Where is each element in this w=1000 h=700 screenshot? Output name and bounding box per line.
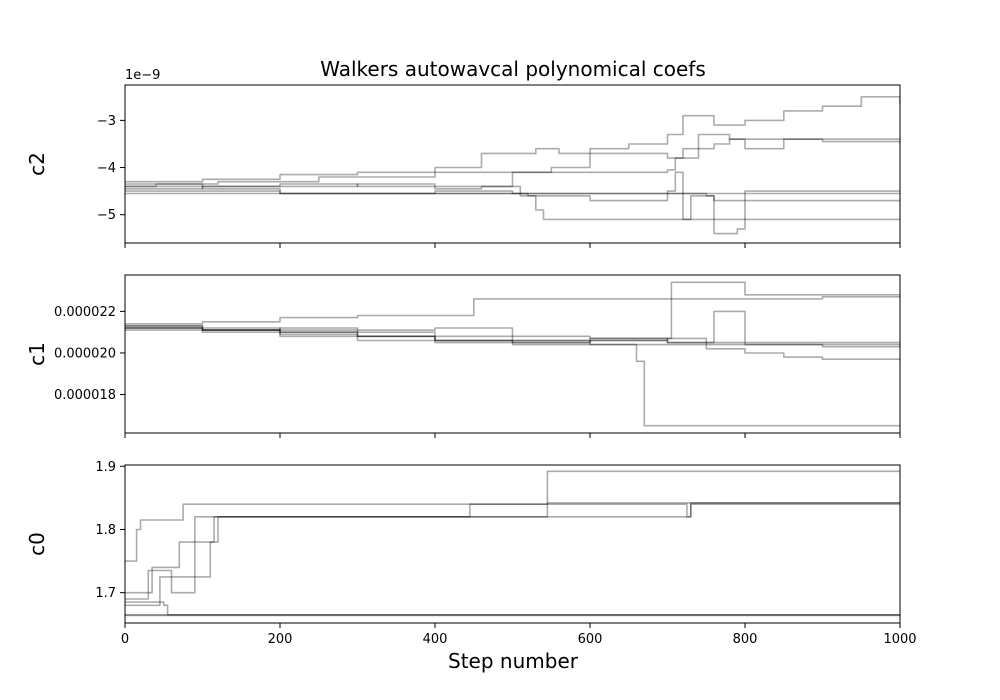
c2-walker-line-3 <box>125 138 900 190</box>
c1-walker-line-3 <box>125 310 900 344</box>
c1-walker-line-6 <box>125 327 900 427</box>
c2-y-tick-label: −3 <box>97 114 116 129</box>
panel-c1: 0.000018 0.000020 0.000022 c1 <box>25 274 901 438</box>
c1-walker-line-2 <box>125 281 900 340</box>
c0-y-tick-label: 1.8 <box>95 523 116 538</box>
c1-series-group <box>125 281 900 427</box>
c1-walker-line-7 <box>125 325 900 362</box>
c0-walker-line-5 <box>125 601 900 616</box>
c2-y-tick-label: −4 <box>97 161 116 176</box>
c2-plot-frame <box>124 84 901 244</box>
c0-y-tick-label: 1.7 <box>95 586 116 601</box>
c2-walker-line-1 <box>125 96 900 188</box>
figure-title: Walkers autowavcal polynomical coefs <box>320 57 706 81</box>
c2-walker-line-5 <box>125 185 900 235</box>
c2-y-tick-label: −5 <box>97 208 116 223</box>
c2-walker-line-4 <box>125 171 900 221</box>
c0-x-tick-label: 400 <box>423 632 448 647</box>
c0-x-tick-label: 600 <box>578 632 603 647</box>
c0-y-axis-title: c0 <box>25 532 49 556</box>
c2-axis-offset-label: 1e−9 <box>125 68 160 83</box>
c0-x-tick-label: 200 <box>268 632 293 647</box>
c0-y-tick-label: 1.9 <box>95 460 116 475</box>
c1-y-tick-label: 0.000018 <box>54 388 116 403</box>
c1-y-axis-title: c1 <box>25 342 49 366</box>
panel-c0: 0 200 400 600 800 1000 1.7 1.8 1.9 c0 <box>25 460 917 647</box>
c0-series-group <box>125 470 900 617</box>
c0-walker-line-1 <box>125 470 900 562</box>
c1-y-tick-label: 0.000022 <box>54 305 116 320</box>
c2-series-group <box>125 96 900 235</box>
c0-plot-frame <box>124 464 901 624</box>
c0-walker-line-3 <box>125 502 900 600</box>
c1-walker-line-5 <box>125 329 900 346</box>
panel-c2: −5 −4 −3 c2 1e−9 <box>25 68 901 248</box>
c0-x-tick-label: 800 <box>733 632 758 647</box>
c1-plot-frame <box>124 274 901 434</box>
c1-y-tick-label: 0.000020 <box>54 346 116 361</box>
c0-walker-line-2 <box>125 503 900 594</box>
c1-walker-line-1 <box>125 296 900 325</box>
c2-walker-line-6 <box>125 190 900 221</box>
c1-walker-line-4 <box>125 327 900 348</box>
x-axis-title: Step number <box>448 649 579 673</box>
c0-walker-line-4 <box>125 502 900 607</box>
c2-y-axis-title: c2 <box>25 152 49 176</box>
c0-x-tick-label: 0 <box>121 632 129 647</box>
c2-walker-line-2 <box>125 133 900 183</box>
c0-x-tick-label: 1000 <box>883 632 916 647</box>
subplot-panels: −5 −4 −3 c2 1e−9 0.000018 0.000020 0.000022 c1 0 2… <box>25 68 917 647</box>
